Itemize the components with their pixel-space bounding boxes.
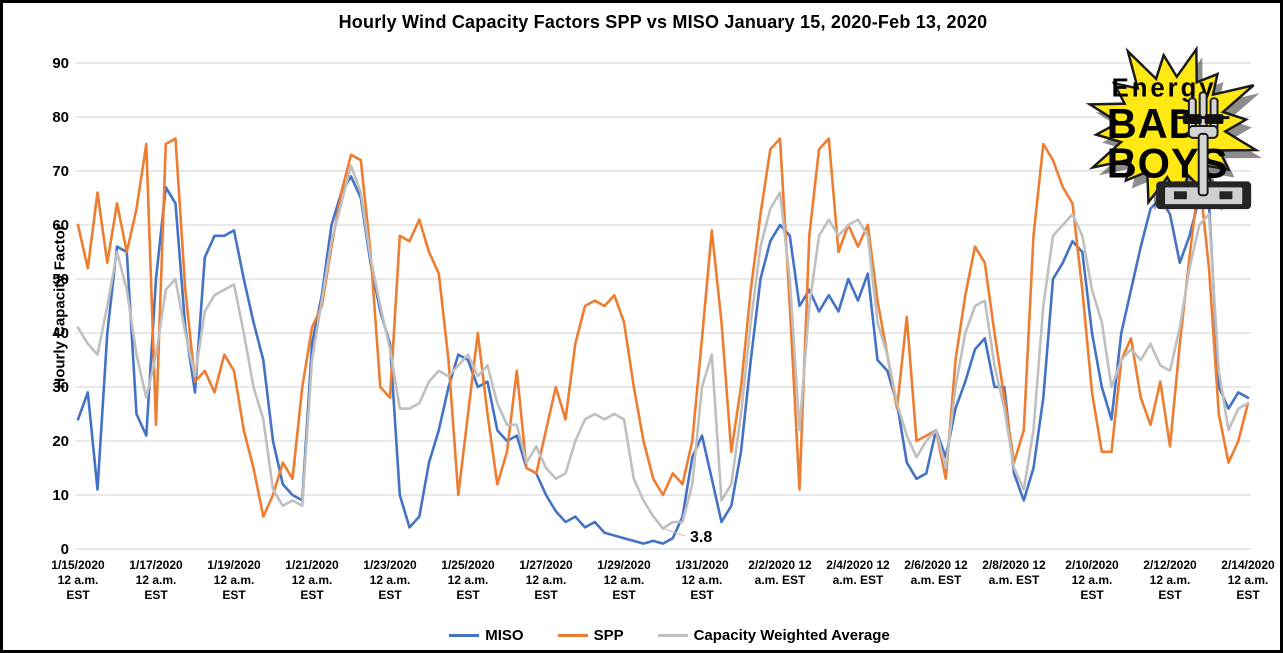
- y-axis-tick-labels: 0 10 20 30 40 50 60 70 80 90: [52, 55, 69, 558]
- svg-text:80: 80: [52, 109, 69, 126]
- legend-swatch-spp: [557, 634, 588, 637]
- logo-word-boys: BOYS: [1107, 139, 1229, 186]
- annotation-3-8: 3.8: [690, 529, 712, 546]
- series-line-miso: [76, 175, 1250, 545]
- gridlines: [75, 62, 1251, 550]
- svg-text:2/6/2020 12a.m. EST: 2/6/2020 12 a.m. EST: [904, 558, 968, 587]
- legend-label-cwa: Capacity Weighted Average: [693, 627, 890, 644]
- svg-text:2/2/2020 12a.m. EST: 2/2/2020 12 a.m. EST: [748, 558, 812, 587]
- chart-title: Hourly Wind Capacity Factors SPP vs MISO…: [338, 12, 988, 32]
- legend-swatch-cwa: [657, 634, 688, 637]
- legend-label-spp: SPP: [593, 627, 624, 644]
- svg-text:20: 20: [52, 433, 69, 450]
- legend-item-cwa: Capacity Weighted Average: [657, 627, 890, 644]
- svg-text:40: 40: [52, 325, 69, 342]
- chart-legend: MISO SPP Capacity Weighted Average: [3, 627, 1280, 644]
- svg-text:2/8/2020 12a.m. EST: 2/8/2020 12 a.m. EST: [982, 558, 1046, 587]
- x-axis-tick-labels: 1/15/2020 12 a.m. EST 1/17/2020 12 a.m. EST 1/…: [51, 558, 1275, 602]
- svg-text:10: 10: [52, 487, 69, 504]
- svg-text:0: 0: [61, 541, 69, 558]
- series-line-spp: [76, 137, 1250, 518]
- svg-text:70: 70: [52, 163, 69, 180]
- svg-text:60: 60: [52, 217, 69, 234]
- logo-starburst: [1085, 45, 1261, 208]
- energy-bad-boys-logo: Energy BAD BOYS: [1085, 45, 1262, 212]
- legend-swatch-miso: [449, 634, 480, 637]
- svg-text:2/4/2020 12a.m. EST: 2/4/2020 12 a.m. EST: [826, 558, 890, 587]
- svg-text:90: 90: [52, 55, 69, 72]
- legend-item-spp: SPP: [557, 627, 624, 644]
- svg-text:50: 50: [52, 271, 69, 288]
- sunglasses-icon: [1176, 114, 1230, 125]
- svg-text:30: 30: [52, 379, 69, 396]
- legend-label-miso: MISO: [485, 627, 524, 644]
- logo-word-bad: BAD: [1107, 100, 1200, 147]
- logo-word-energy: Energy: [1112, 74, 1217, 102]
- data-label-annotation: 3.8: [662, 528, 712, 546]
- legend-item-miso: MISO: [449, 627, 524, 644]
